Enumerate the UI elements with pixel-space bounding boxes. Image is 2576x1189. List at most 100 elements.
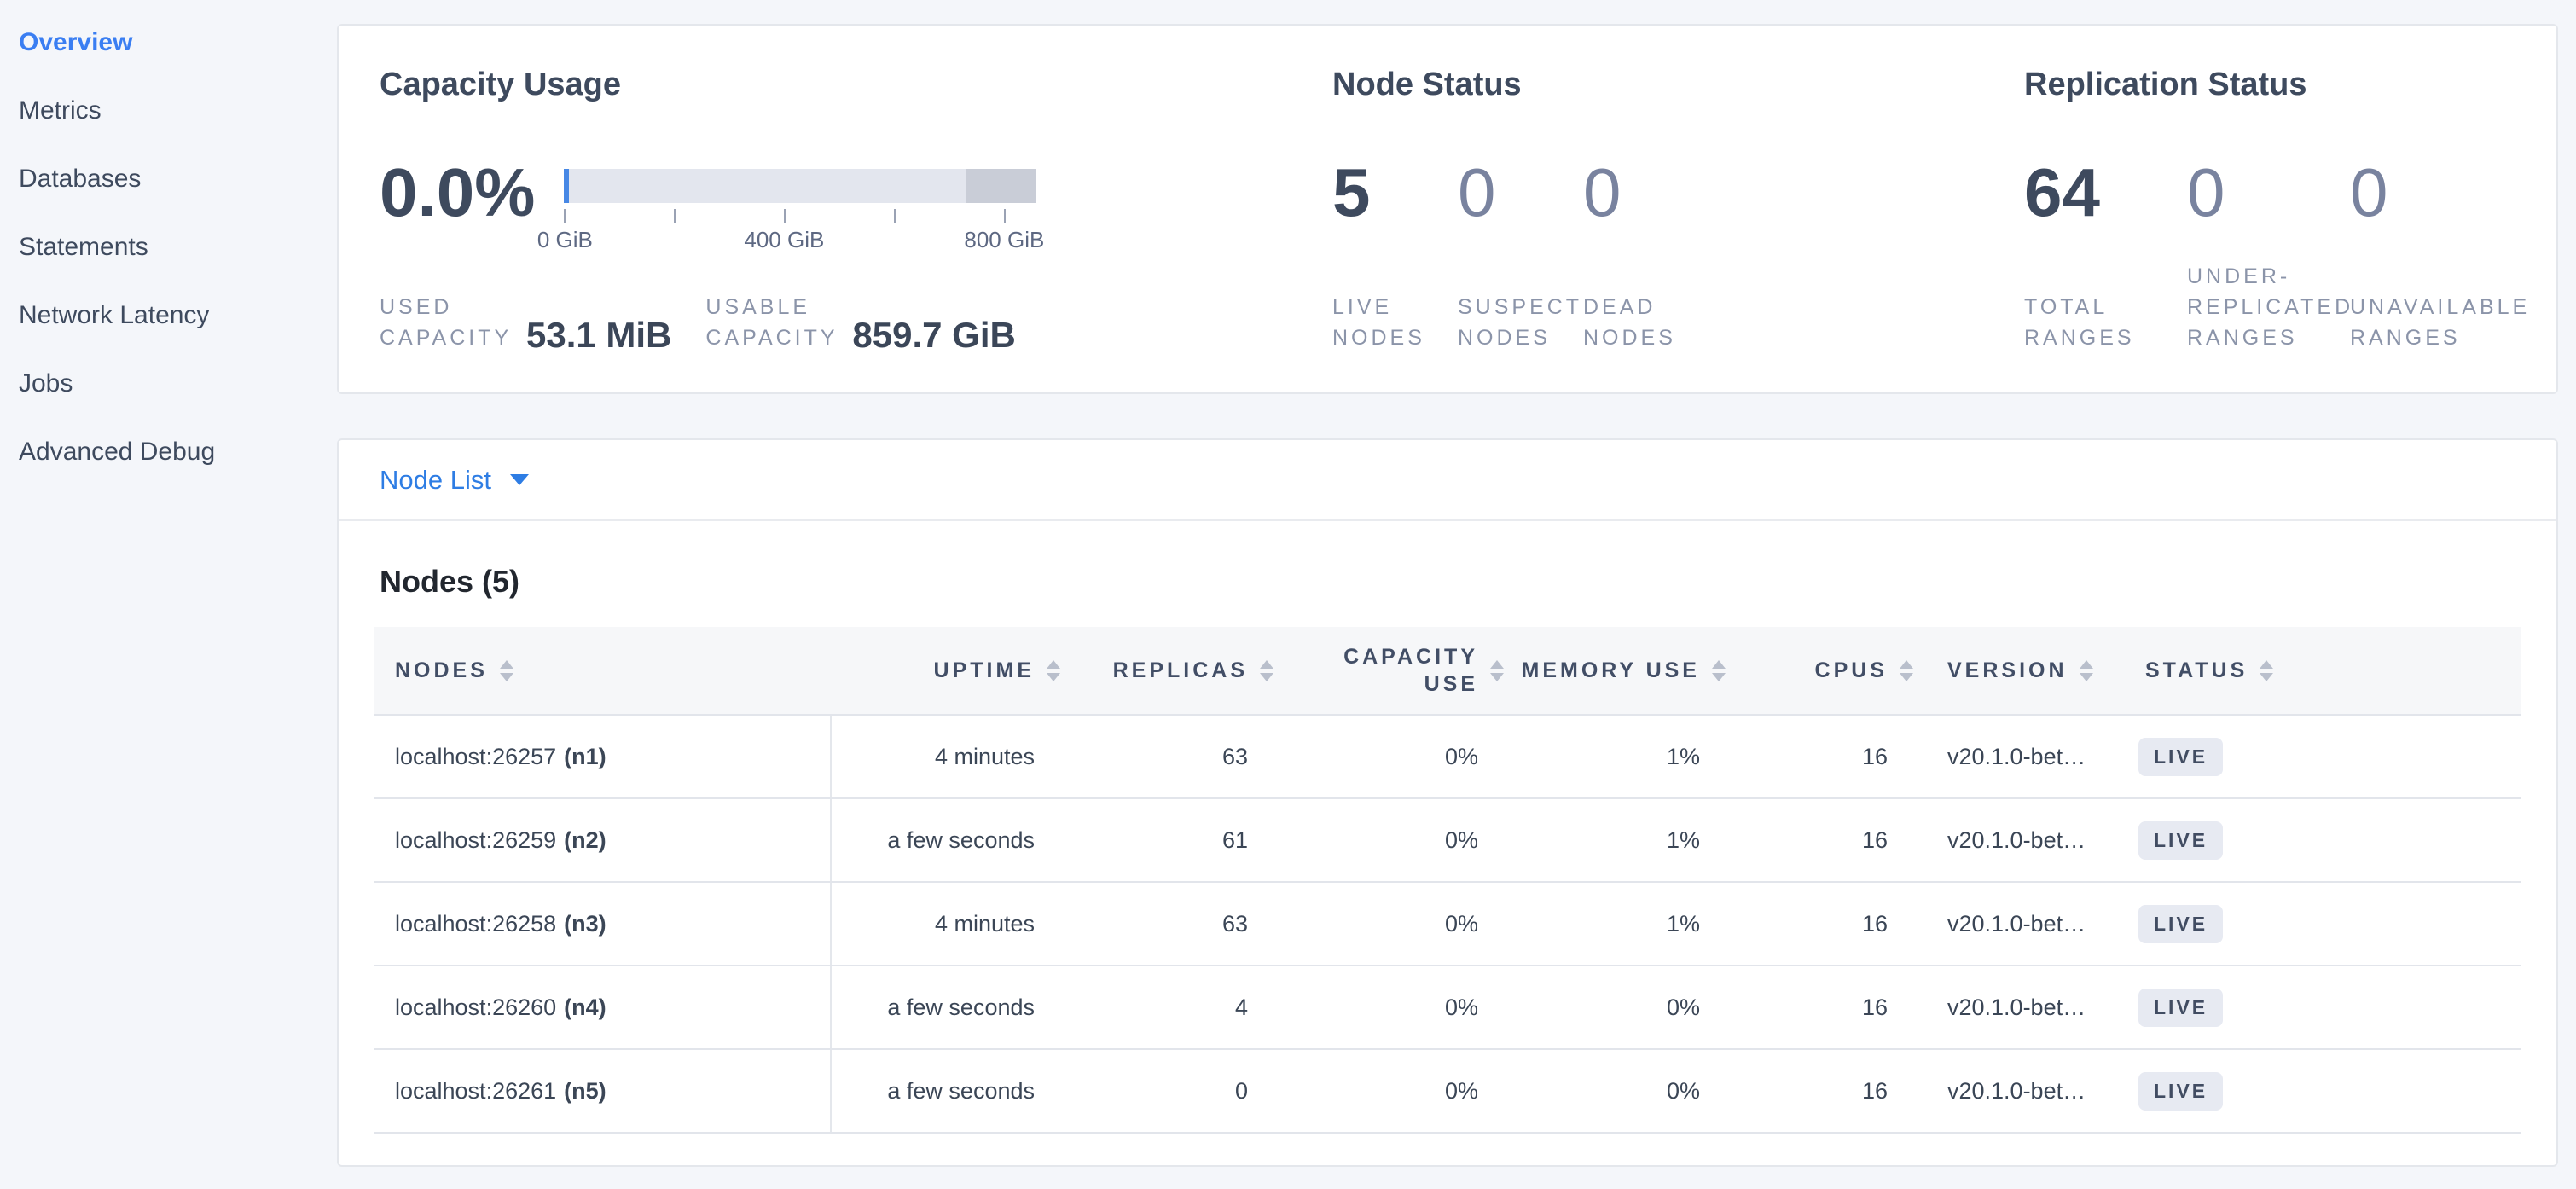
node-address: localhost:26260: [395, 994, 557, 1020]
memory-use-cell: 0%: [1666, 1077, 1700, 1104]
capacity-use-cell: 0%: [1444, 826, 1478, 853]
node-address: localhost:26259: [395, 826, 557, 853]
version-cell: v20.1.0-bet…: [1947, 1077, 2086, 1104]
cpus-cell: 16: [1861, 743, 1888, 769]
replicas-cell: 63: [1221, 910, 1248, 937]
used-capacity-label: USED CAPACITY: [380, 295, 513, 350]
axis-tick: [1004, 209, 1007, 223]
node-list-dropdown[interactable]: Node List: [339, 440, 2556, 521]
nodes-table-heading: Nodes (5): [380, 564, 520, 599]
replicas-cell: 63: [1221, 743, 1248, 769]
under-replicated-ranges-label: UNDER-REPLICATED RANGES: [2187, 264, 2354, 350]
axis-tick-label: 0 GiB: [537, 227, 593, 252]
column-header-status[interactable]: STATUS: [2111, 627, 2521, 714]
capacity-use-cell: 0%: [1444, 743, 1478, 769]
capacity-bar-other-segment: [966, 169, 1037, 203]
node-id: (n4): [564, 994, 606, 1020]
status-badge: LIVE: [2138, 821, 2224, 860]
column-header-memory-use[interactable]: MEMORY USE: [1504, 627, 1726, 714]
uptime-cell: 4 minutes: [934, 910, 1035, 937]
sidebar-item-statements[interactable]: Statements: [19, 233, 148, 261]
dead-nodes-value: 0: [1583, 154, 1622, 230]
memory-use-cell: 1%: [1666, 826, 1700, 853]
suspect-nodes-label: SUSPECT NODES: [1458, 295, 1582, 350]
replication-status-section: Replication Status 64 TOTAL RANGES 0 UND…: [2024, 65, 2531, 353]
table-row-n1[interactable]: localhost:26257 (n1) 4 minutes 63 0% 1% 1…: [374, 716, 2521, 799]
cpus-cell: 16: [1861, 910, 1888, 937]
column-header-cpus[interactable]: CPUS: [1726, 627, 1913, 714]
replication-status-title: Replication Status: [2024, 67, 2307, 102]
total-ranges-stat: 64 TOTAL RANGES: [2024, 159, 2187, 353]
table-row-n3[interactable]: localhost:26258 (n3) 4 minutes 63 0% 1% 1…: [374, 883, 2521, 966]
node-address: localhost:26261: [395, 1077, 557, 1104]
unavailable-ranges-label: UNAVAILABLE RANGES: [2350, 295, 2531, 350]
table-row-n4[interactable]: localhost:26260 (n4) a few seconds 4 0% 0…: [374, 966, 2521, 1050]
column-header-uptime[interactable]: UPTIME: [832, 627, 1060, 714]
column-header-capacity-use[interactable]: CAPACITY USE: [1273, 627, 1504, 714]
capacity-use-cell: 0%: [1444, 994, 1478, 1020]
version-cell: v20.1.0-bet…: [1947, 910, 2086, 937]
memory-use-cell: 0%: [1666, 994, 1700, 1020]
status-badge: LIVE: [2138, 988, 2224, 1027]
live-nodes-value: 5: [1332, 154, 1371, 230]
axis-tick: [674, 209, 676, 223]
suspect-nodes-stat: 0 SUSPECT NODES: [1458, 159, 1583, 353]
uptime-cell: a few seconds: [887, 826, 1035, 853]
axis-tick: [564, 209, 566, 223]
status-badge: LIVE: [2138, 737, 2224, 776]
memory-use-cell: 1%: [1666, 743, 1700, 769]
usable-capacity-value: 859.7 GiB: [852, 315, 1016, 355]
node-id: (n2): [564, 826, 606, 853]
axis-tick: [894, 209, 896, 223]
capacity-usage-section: Capacity Usage 0.0% 0 GiB 40: [380, 65, 1332, 353]
sidebar-item-databases[interactable]: Databases: [19, 165, 142, 193]
sidebar-item-network-latency[interactable]: Network Latency: [19, 301, 210, 329]
capacity-bar-used-indicator: [564, 169, 570, 203]
cpus-cell: 16: [1861, 1077, 1888, 1104]
version-cell: v20.1.0-bet…: [1947, 743, 2086, 769]
sort-icon: [499, 659, 513, 682]
table-row-n2[interactable]: localhost:26259 (n2) a few seconds 61 0% …: [374, 799, 2521, 883]
cpus-cell: 16: [1861, 994, 1888, 1020]
unavailable-ranges-value: 0: [2350, 154, 2388, 230]
capacity-usage-title: Capacity Usage: [380, 67, 622, 102]
main-content: Capacity Usage 0.0% 0 GiB 4 0: [337, 0, 2558, 1167]
column-header-version[interactable]: VERSION: [1913, 627, 2111, 714]
memory-use-cell: 1%: [1666, 910, 1700, 937]
nodes-table: NODES UPTIME REPLICAS CAPACITY USE MEMOR…: [374, 627, 2521, 1134]
capacity-bar-axis: 0 GiB 400 GiB 800 GiB: [537, 203, 1044, 254]
version-cell: v20.1.0-bet…: [1947, 994, 2086, 1020]
used-capacity-stat: USED CAPACITY 53.1 MiB: [380, 292, 671, 353]
column-header-replicas[interactable]: REPLICAS: [1060, 627, 1273, 714]
capacity-bar: [564, 169, 1037, 203]
cpus-cell: 16: [1861, 826, 1888, 853]
sidebar-item-metrics[interactable]: Metrics: [19, 96, 102, 125]
dead-nodes-stat: 0 DEAD NODES: [1583, 159, 1709, 353]
sidebar-item-jobs[interactable]: Jobs: [19, 369, 73, 397]
uptime-cell: a few seconds: [887, 994, 1035, 1020]
node-status-title: Node Status: [1332, 67, 1522, 102]
node-id: (n1): [564, 743, 606, 769]
caret-down-icon: [509, 474, 529, 485]
axis-tick-label: 400 GiB: [744, 227, 825, 252]
nodes-table-header: NODES UPTIME REPLICAS CAPACITY USE MEMOR…: [374, 627, 2521, 716]
sort-icon: [2079, 659, 2093, 682]
sidebar-item-advanced-debug[interactable]: Advanced Debug: [19, 438, 216, 466]
column-header-nodes[interactable]: NODES: [374, 627, 832, 714]
usable-capacity-label: USABLE CAPACITY: [705, 295, 838, 350]
sort-icon: [2260, 659, 2274, 682]
used-capacity-value: 53.1 MiB: [526, 315, 672, 355]
dead-nodes-label: DEAD NODES: [1583, 295, 1676, 350]
node-status-section: Node Status 5 LIVE NODES 0 SUSPECT NODES…: [1332, 65, 2024, 353]
sort-icon: [1260, 659, 1273, 682]
axis-tick: [784, 209, 786, 223]
table-row-n5[interactable]: localhost:26261 (n5) a few seconds 0 0% 0…: [374, 1050, 2521, 1134]
axis-tick-label: 800 GiB: [964, 227, 1045, 252]
total-ranges-value: 64: [2024, 154, 2100, 230]
sidebar-item-overview[interactable]: Overview: [19, 28, 133, 56]
node-id: (n5): [564, 1077, 606, 1104]
node-id: (n3): [564, 910, 606, 937]
sort-icon: [1490, 659, 1504, 682]
capacity-used-percent: 0.0%: [380, 154, 536, 230]
live-nodes-label: LIVE NODES: [1332, 295, 1425, 350]
